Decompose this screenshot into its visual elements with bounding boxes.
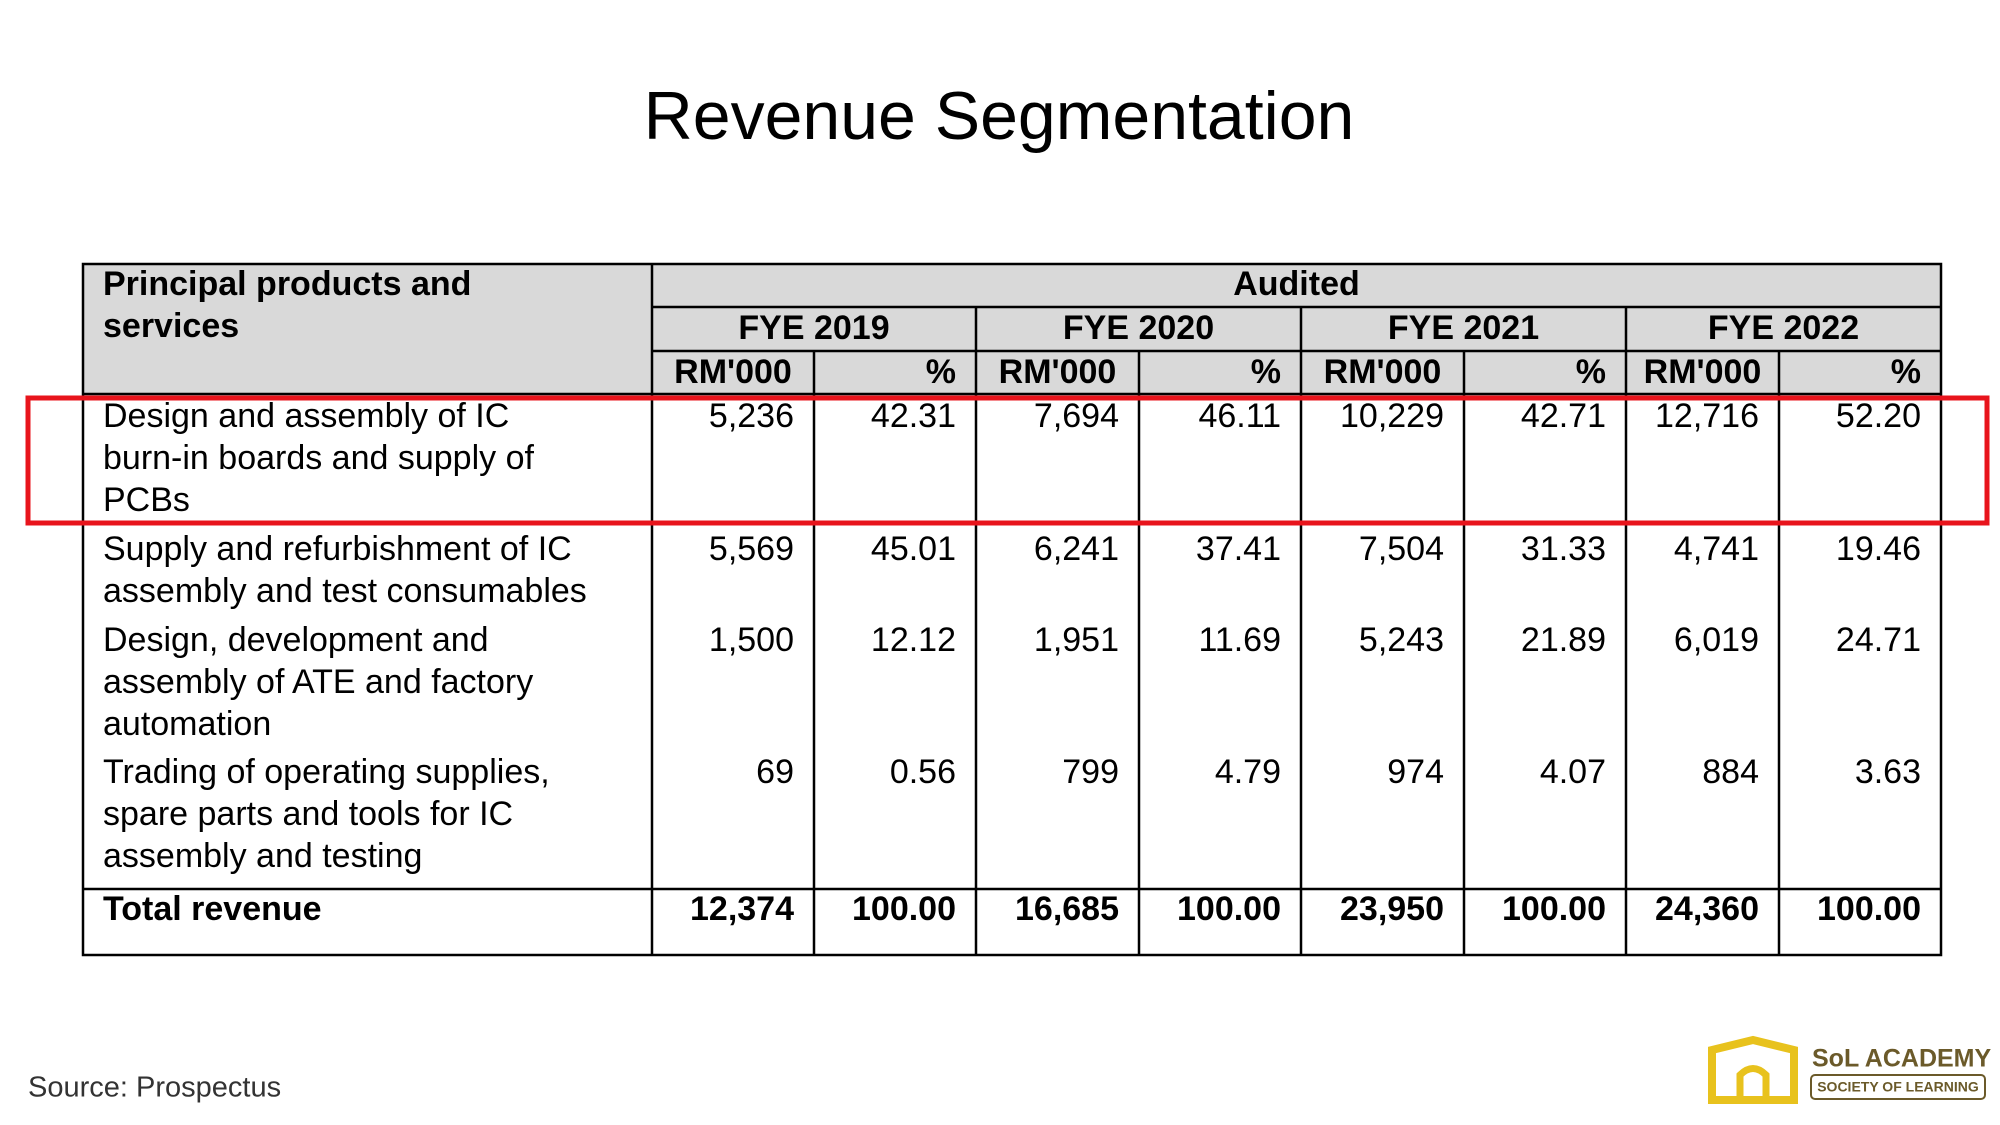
- highlight-box: [25, 395, 1990, 526]
- cell: 4,741: [1674, 530, 1759, 568]
- total-cell: 100.00: [1502, 890, 1606, 928]
- total-cell: 24,360: [1655, 890, 1759, 928]
- logo-house: [1708, 1035, 1798, 1104]
- row-label: assembly and testing: [103, 837, 422, 875]
- unit-label: %: [1251, 353, 1281, 391]
- cell: 12.12: [871, 621, 956, 659]
- row-label: Trading of operating supplies,: [103, 753, 550, 791]
- cell: 31.33: [1521, 530, 1606, 568]
- source: Source: Prospectus: [28, 1072, 281, 1104]
- header-group: Audited: [1233, 265, 1360, 303]
- cell: 52.20: [1836, 397, 1921, 435]
- total-cell: 100.00: [1177, 890, 1281, 928]
- cell: 7,504: [1359, 530, 1444, 568]
- cell: 5,236: [709, 397, 794, 435]
- cell: 6,241: [1034, 530, 1119, 568]
- cell: 46.11: [1198, 397, 1281, 435]
- total-cell: 16,685: [1015, 890, 1119, 928]
- row-label: Supply and refurbishment of IC: [103, 530, 572, 568]
- cell: 884: [1702, 753, 1759, 791]
- cell: 3.63: [1855, 753, 1921, 791]
- title: Revenue Segmentation: [644, 78, 1355, 154]
- cell: 5,243: [1359, 621, 1444, 659]
- year-label: FYE 2021: [1388, 309, 1539, 347]
- cell: 974: [1387, 753, 1444, 791]
- cell: 1,951: [1034, 621, 1119, 659]
- cell: 42.31: [871, 397, 956, 435]
- header-fill: [83, 264, 1941, 394]
- row-label: Design, development and: [103, 621, 489, 659]
- cell: 10,229: [1340, 397, 1444, 435]
- unit-label: RM'000: [674, 353, 792, 391]
- cell: 7,694: [1034, 397, 1119, 435]
- row-label: automation: [103, 705, 271, 743]
- total-cell: 100.00: [1817, 890, 1921, 928]
- logo-tagline: SOCIETY OF LEARNING: [1817, 1079, 1979, 1095]
- total-cell: 23,950: [1340, 890, 1444, 928]
- unit-label: RM'000: [1324, 353, 1442, 391]
- row-label: assembly of ATE and factory: [103, 663, 533, 701]
- unit-label: %: [926, 353, 956, 391]
- cell: 11.69: [1198, 621, 1281, 659]
- total-cell: 100.00: [852, 890, 956, 928]
- row-label: assembly and test consumables: [103, 572, 587, 610]
- cell: 69: [756, 753, 794, 791]
- row-label: burn-in boards and supply of: [103, 439, 534, 477]
- row-label: PCBs: [103, 481, 190, 519]
- cell: 799: [1062, 753, 1119, 791]
- cell: 45.01: [871, 530, 956, 568]
- logo: SoL ACADEMY SOCIETY OF LEARNING: [1708, 1035, 1992, 1104]
- unit-label: RM'000: [999, 353, 1117, 391]
- cell: 4.79: [1215, 753, 1281, 791]
- logo-door: [1736, 1065, 1770, 1100]
- cell: 19.46: [1836, 530, 1921, 568]
- row-label: Design and assembly of IC: [103, 397, 509, 435]
- cell: 4.07: [1540, 753, 1606, 791]
- cell: 21.89: [1521, 621, 1606, 659]
- header-label: Principal products and: [103, 265, 471, 303]
- total-cell: 12,374: [690, 890, 794, 928]
- cell: 37.41: [1196, 530, 1281, 568]
- unit-label: %: [1891, 353, 1921, 391]
- unit-label: RM'000: [1644, 353, 1762, 391]
- cell: 5,569: [709, 530, 794, 568]
- year-label: FYE 2022: [1708, 309, 1859, 347]
- cell: 42.71: [1521, 397, 1606, 435]
- unit-label: %: [1576, 353, 1606, 391]
- year-label: FYE 2020: [1063, 309, 1214, 347]
- year-label: FYE 2019: [738, 309, 889, 347]
- table-border: [81, 262, 1943, 957]
- total-label: Total revenue: [103, 890, 322, 928]
- cell: 12,716: [1655, 397, 1759, 435]
- cell: 1,500: [709, 621, 794, 659]
- header-label: services: [103, 307, 239, 345]
- cell: 0.56: [890, 753, 956, 791]
- cell: 6,019: [1674, 621, 1759, 659]
- logo-name: SoL ACADEMY: [1812, 1045, 1992, 1073]
- cell: 24.71: [1836, 621, 1921, 659]
- row-label: spare parts and tools for IC: [103, 795, 513, 833]
- logo-tag-box: [1810, 1074, 1986, 1100]
